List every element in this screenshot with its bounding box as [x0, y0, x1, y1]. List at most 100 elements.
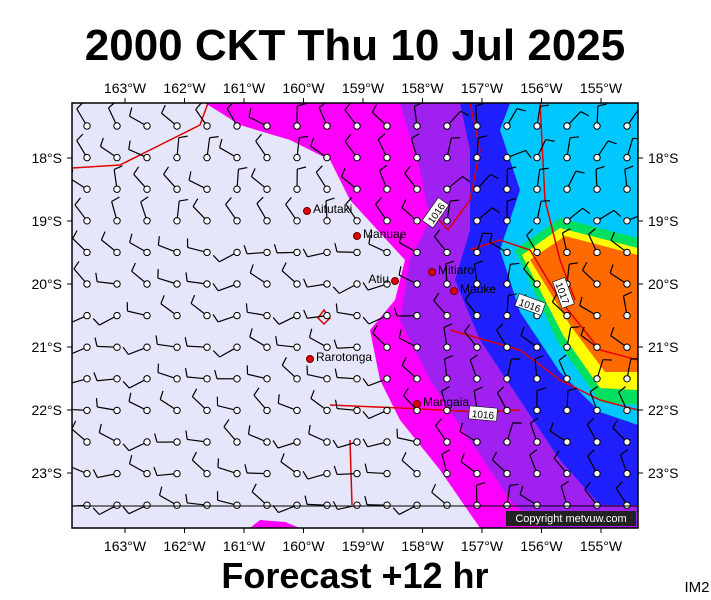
barb-station — [593, 217, 601, 225]
barb-station — [443, 153, 451, 162]
place-dot — [303, 207, 311, 215]
barb-flag — [275, 336, 278, 346]
barb-flag — [344, 103, 351, 111]
barb-station — [83, 438, 91, 446]
barb-flag — [308, 328, 313, 338]
barb-station — [353, 438, 361, 446]
barb-station — [173, 375, 181, 383]
barb-flag — [588, 228, 596, 235]
barb-station — [173, 469, 181, 478]
barb-flag — [280, 453, 285, 462]
place-name: Mangaia — [423, 395, 469, 409]
barb-station — [383, 375, 391, 383]
barb-flag — [615, 481, 623, 489]
barb-flag — [398, 329, 402, 339]
barb-flag — [610, 326, 615, 336]
barb-flag — [249, 328, 253, 338]
barb-flag — [539, 167, 549, 170]
barb-station — [353, 501, 361, 509]
barb-flag — [478, 135, 488, 139]
place-name: Atiu — [368, 272, 389, 286]
barb-flag — [581, 262, 588, 271]
barb-station — [563, 469, 571, 478]
barb-flag — [580, 326, 585, 336]
barb-station — [533, 153, 541, 162]
barb-flag — [244, 464, 248, 474]
barb-station — [593, 343, 601, 351]
barb-flag — [94, 337, 98, 347]
barb-flag — [332, 439, 339, 448]
barb-flag — [333, 339, 338, 349]
lon-label-bottom: 156°W — [520, 538, 563, 554]
barb-station — [503, 501, 511, 509]
barb-flag — [570, 326, 580, 329]
lat-label-left: 19°S — [31, 213, 62, 229]
barb-station — [293, 406, 301, 415]
barb-flag — [575, 170, 585, 174]
barb-flag — [131, 262, 136, 272]
barb-station — [353, 217, 361, 225]
barb-station — [263, 469, 271, 478]
barb-flag — [630, 358, 638, 360]
barb-station — [593, 185, 601, 193]
barb-flag — [519, 485, 524, 495]
lat-label-left: 23°S — [31, 465, 62, 481]
barb-station — [83, 343, 91, 351]
barb-station — [353, 280, 361, 288]
barb-station — [143, 248, 151, 257]
barb-flag — [308, 424, 311, 434]
barb-flag — [160, 295, 165, 304]
barb-flag — [491, 207, 500, 214]
barb-station — [233, 248, 241, 257]
image-id: IM2 — [684, 579, 709, 596]
barb-station — [173, 122, 181, 130]
barb-station — [143, 406, 151, 415]
barb-flag — [184, 368, 188, 378]
barb-station — [263, 217, 271, 225]
barb-station — [173, 501, 181, 509]
barb-flag — [474, 260, 484, 265]
barb-station — [113, 438, 121, 446]
barb-flag — [401, 199, 407, 208]
barb-flag — [464, 292, 472, 300]
barb-station — [113, 501, 121, 509]
barb-station — [353, 406, 361, 415]
barb-station — [563, 153, 571, 162]
barb-flag — [411, 133, 420, 139]
barb-station — [323, 406, 331, 415]
barb-station — [503, 469, 511, 478]
barb-station — [293, 469, 301, 478]
barb-station — [353, 185, 361, 193]
barb-station — [173, 438, 181, 446]
barb-station — [203, 311, 211, 320]
barb-station — [503, 343, 511, 351]
barb-flag — [155, 335, 158, 345]
barb-flag — [496, 386, 505, 394]
barb-flag — [281, 357, 287, 366]
barb-station — [383, 406, 391, 415]
barb-station — [203, 438, 211, 446]
barb-flag — [340, 168, 346, 177]
barb-flag — [441, 386, 450, 392]
barb-station — [383, 438, 391, 446]
barb-station — [143, 438, 151, 446]
barb-station — [173, 217, 181, 225]
barb-station — [293, 217, 301, 225]
barb-station — [443, 122, 451, 130]
barb-station — [83, 185, 91, 193]
barb-station — [233, 501, 241, 509]
barb-station — [593, 153, 601, 162]
barb-flag — [362, 411, 370, 419]
barb-flag — [587, 449, 595, 457]
barb-station — [113, 375, 121, 383]
place-dot — [391, 277, 399, 285]
lon-label-bottom: 160°W — [282, 538, 325, 554]
barb-flag — [129, 233, 133, 243]
barb-flag — [325, 197, 335, 202]
isobar-label-text: 1016 — [471, 409, 495, 422]
barb-station — [143, 469, 151, 478]
barb-flag — [586, 417, 595, 425]
barb-station — [323, 185, 331, 193]
barb-station — [443, 185, 451, 193]
barb-flag — [401, 357, 407, 366]
